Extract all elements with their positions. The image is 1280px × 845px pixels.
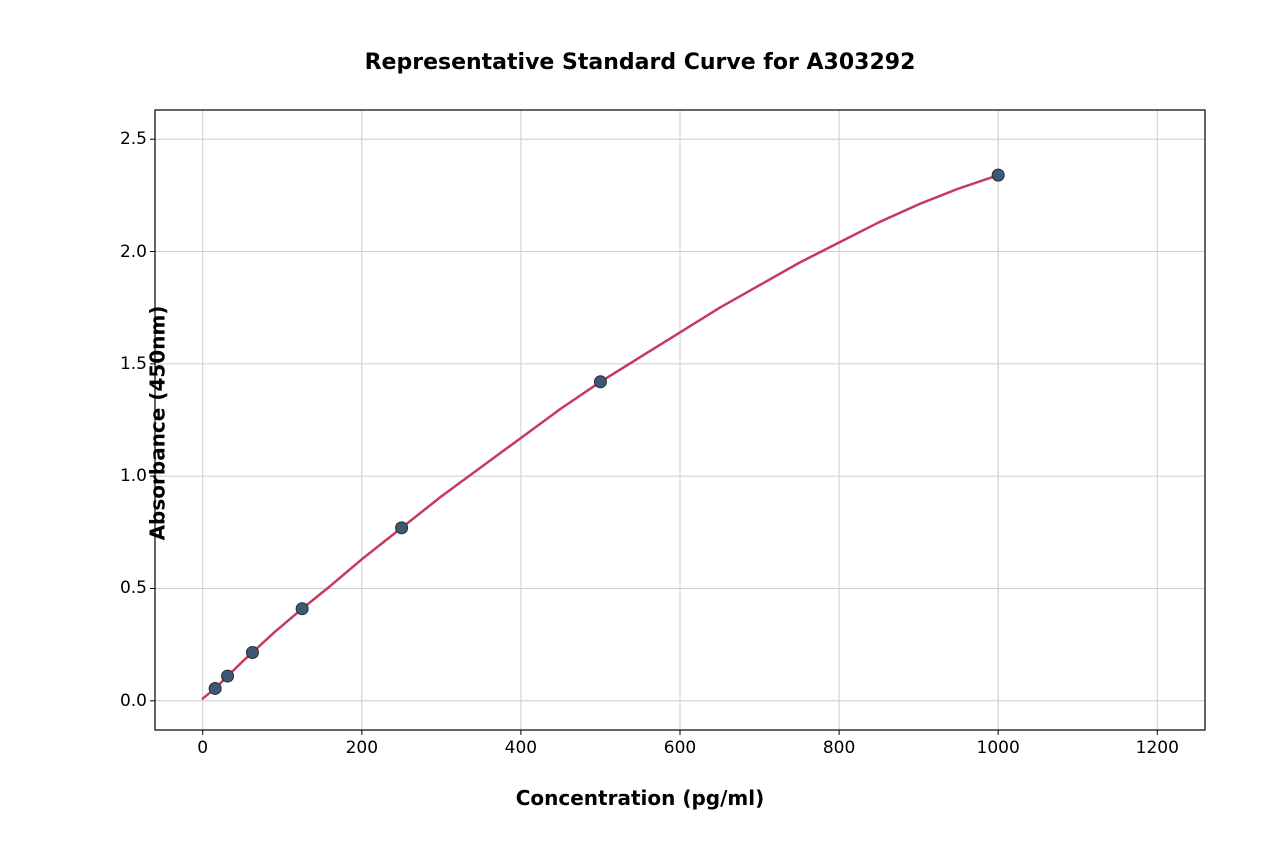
y-tick-label: 0.5	[120, 578, 147, 598]
y-tick-label: 0.0	[120, 691, 147, 711]
y-tick-label: 1.5	[120, 354, 147, 374]
x-tick-label: 1200	[1136, 738, 1179, 758]
plot-area: 0.00.51.01.52.02.5 020040060080010001200	[155, 110, 1205, 730]
x-tick-label: 400	[505, 738, 537, 758]
x-tick-label: 1000	[977, 738, 1020, 758]
y-tick-label: 2.0	[120, 242, 147, 262]
y-tick-label: 2.5	[120, 129, 147, 149]
x-tick-label: 800	[823, 738, 855, 758]
x-tick-label: 200	[346, 738, 378, 758]
x-tick-label: 0	[197, 738, 208, 758]
y-tick-label: 1.0	[120, 466, 147, 486]
plot-svg	[155, 110, 1205, 730]
chart-container: Representative Standard Curve for A30329…	[0, 0, 1280, 845]
chart-title: Representative Standard Curve for A30329…	[0, 50, 1280, 75]
x-tick-label: 600	[664, 738, 696, 758]
x-axis-label: Concentration (pg/ml)	[0, 786, 1280, 810]
